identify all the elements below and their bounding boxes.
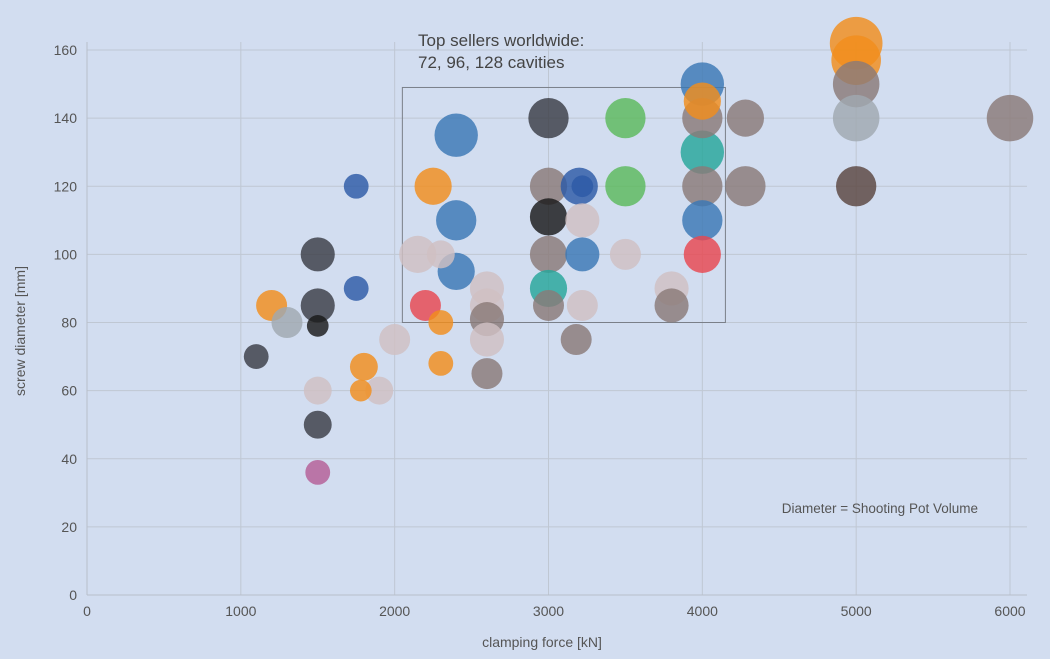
x-tick-label: 4000 [687, 603, 718, 619]
bubble-point [243, 344, 269, 369]
y-tick-label: 140 [54, 110, 78, 126]
bubble-point [832, 60, 880, 108]
bubble-point [566, 289, 598, 321]
bubble-point [533, 289, 564, 321]
y-tick-label: 160 [54, 42, 78, 58]
bubble-point [529, 198, 568, 236]
bubble-point [565, 237, 600, 272]
bubble-point [300, 237, 335, 272]
bubble-point [605, 97, 646, 139]
y-tick-label: 40 [61, 451, 77, 467]
bubble-point [349, 379, 372, 402]
bubble-point [428, 350, 454, 376]
bubble-point [303, 376, 332, 405]
bubble-point [529, 235, 568, 273]
y-tick-label: 120 [54, 178, 78, 194]
bubble-point [683, 82, 721, 120]
bubble-point [436, 200, 477, 241]
y-tick-label: 0 [69, 587, 77, 603]
bubble-point [836, 166, 877, 207]
bubble-point [428, 310, 454, 335]
bubble-point [560, 324, 592, 356]
y-tick-label: 80 [61, 315, 77, 331]
chart-title-line-2: 72, 96, 128 cavities [418, 53, 564, 72]
bubble-series [243, 16, 1034, 485]
bubble-point [414, 167, 452, 205]
bubble-point [306, 315, 329, 337]
x-tick-label: 5000 [841, 603, 872, 619]
bubble-point [683, 235, 721, 273]
bubble-point [305, 459, 331, 485]
highlight-region [401, 86, 726, 323]
bubble-point [726, 99, 765, 137]
bubble-point [682, 200, 723, 241]
bubble-point [399, 235, 437, 273]
bubble-point [343, 276, 369, 301]
bubble-point [434, 113, 478, 157]
x-tick-label: 1000 [225, 603, 256, 619]
bubble-point [349, 352, 378, 381]
bubble-point [365, 376, 394, 405]
bubble-point [609, 238, 641, 270]
y-axis-label: screw diameter [mm] [12, 266, 28, 396]
axes: 0 1000 2000 3000 4000 5000 6000 0 20 40 60 80 100 120… [54, 42, 1027, 619]
bubble-point [471, 358, 503, 390]
bubble-point [725, 166, 766, 207]
bubble-point [986, 94, 1034, 142]
bubble-point [379, 324, 411, 356]
x-tick-label: 0 [83, 603, 91, 619]
bubble-point [271, 307, 303, 338]
bubble-point [469, 322, 505, 357]
bubble-point [529, 167, 568, 205]
chart-title-line-1: Top sellers worldwide: [418, 31, 584, 50]
y-tick-label: 100 [54, 246, 78, 262]
bubble-point [300, 288, 335, 323]
bubble-point [426, 240, 455, 269]
bubble-point [565, 203, 600, 238]
x-tick-label: 2000 [379, 603, 410, 619]
x-tick-label: 3000 [533, 603, 564, 619]
x-axis-label: clamping force [kN] [482, 634, 602, 650]
bubble-point [682, 166, 723, 207]
top-sellers-box [401, 86, 726, 323]
y-tick-label: 20 [61, 519, 77, 535]
bubble-point [680, 130, 725, 174]
bubble-point [654, 288, 689, 323]
bubble-point [832, 94, 880, 142]
bubble-point [303, 410, 332, 439]
x-tick-label: 6000 [994, 603, 1025, 619]
bubble-point [343, 173, 369, 199]
y-tick-label: 60 [61, 383, 77, 399]
size-legend-note: Diameter = Shooting Pot Volume [782, 501, 978, 516]
bubble-point [528, 97, 569, 139]
chart-text: Top sellers worldwide: 72, 96, 128 cavit… [12, 31, 978, 650]
bubble-point [605, 166, 646, 207]
bubble-point [571, 175, 594, 198]
